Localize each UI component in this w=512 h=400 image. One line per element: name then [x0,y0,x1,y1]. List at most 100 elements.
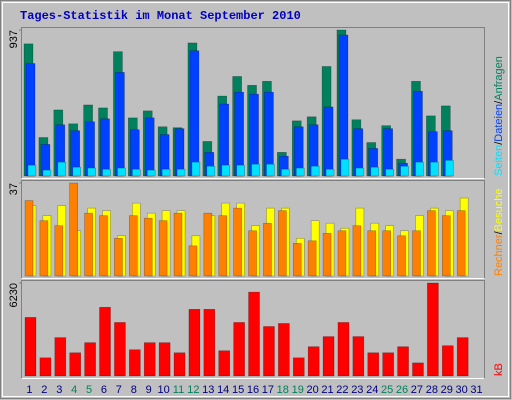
bar [263,222,272,277]
bar [323,106,334,177]
bar [42,169,52,177]
y-tick-label: 937 [8,30,20,48]
bar [69,182,79,277]
x-tick-label: 9 [146,384,152,396]
bar [158,342,171,377]
x-tick-label: 19 [292,384,304,396]
bar [203,308,216,377]
bar [189,50,200,177]
bar [352,336,365,377]
bar [367,352,380,377]
bar [24,317,37,377]
bar [102,168,111,177]
bar [338,34,349,177]
bar [397,235,406,277]
x-tick-label: 13 [202,384,214,396]
x-tick-label: 8 [131,384,137,396]
bar [264,91,274,177]
bar [236,164,245,177]
x-tick-label: 31 [470,384,482,396]
bar [27,164,37,177]
x-tick-label: 3 [56,384,62,396]
bar [24,200,34,277]
bar [129,215,138,277]
legend-separator: / [493,100,505,104]
legend-separator: / [493,230,505,234]
bar [441,215,451,277]
bar [251,163,260,177]
bar [340,158,350,177]
bar [352,225,362,277]
bar [292,357,305,377]
bar [278,210,287,277]
x-tick-label: 22 [336,384,348,396]
x-tick-label: 24 [366,384,378,396]
bar [415,161,424,177]
bar [57,161,67,177]
x-tick-label: 17 [262,384,274,396]
bar [325,168,335,177]
bar [158,220,168,277]
bar [281,168,290,177]
legend: Rechner/Besuche [493,189,505,276]
bar [355,167,365,177]
bar [84,212,93,277]
legend: kB [493,363,505,376]
y-tick-label: 37 [8,183,20,195]
legend-entry: Rechner [493,234,505,276]
x-tick-label: 10 [157,384,169,396]
bar [206,165,216,177]
bar [307,240,317,277]
bar [456,337,469,377]
bar [161,168,171,177]
bar [397,346,409,377]
x-tick-label: 14 [217,384,229,396]
y-tick-label: 6230 [8,283,20,307]
bar [400,165,409,177]
bar [188,308,201,377]
x-tick-label: 21 [321,384,333,396]
bar [72,166,82,177]
bar [322,232,332,277]
bar [441,345,454,377]
bar [100,118,110,177]
bar [322,336,335,377]
bar [248,291,260,377]
x-tick-label: 28 [426,384,438,396]
bar [54,337,67,377]
bar [115,72,125,177]
x-tick-label: 27 [411,384,423,396]
bar [25,63,36,177]
bar [117,167,126,177]
bar [203,212,213,277]
x-tick-label: 29 [441,384,453,396]
x-tick-label: 18 [277,384,289,396]
x-tick-label: 26 [396,384,408,396]
bar [176,168,186,177]
bar [39,220,49,277]
bar [173,352,186,377]
bar [292,243,302,277]
legend-entry: Besuche [493,189,505,232]
bar [114,322,126,377]
x-tick-label: 20 [306,384,318,396]
legend: Seiten/Dateien/Anfragen [493,56,505,176]
bar [382,230,391,277]
bar [370,166,380,177]
legend-entry: kB [493,363,505,376]
bar [248,230,257,277]
bar [87,167,96,177]
bar [337,322,350,377]
bar [307,346,320,377]
bar [233,322,245,377]
bar [173,212,183,277]
bar [188,245,198,277]
bar [234,91,244,177]
x-tick-label: 25 [381,384,393,396]
bar [456,210,466,277]
bar [146,169,156,177]
legend-entry: Dateien [493,104,505,142]
bar [84,342,96,377]
bar [99,215,108,277]
